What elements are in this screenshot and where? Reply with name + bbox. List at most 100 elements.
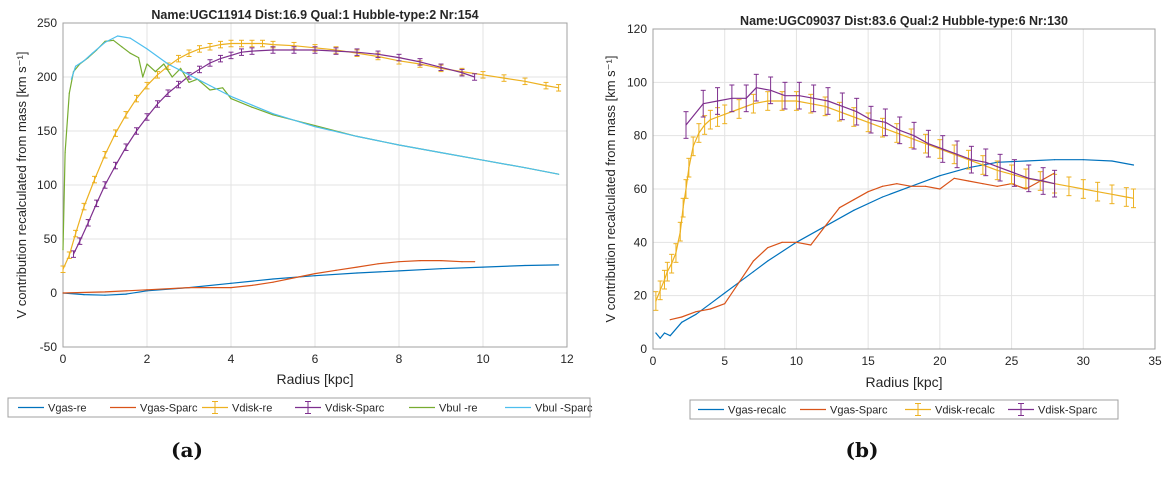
data-point — [939, 148, 941, 150]
data-point — [138, 56, 140, 59]
data-point — [230, 42, 232, 45]
data-point — [398, 144, 400, 146]
data-point — [1132, 197, 1135, 199]
y-axis-label: V contribution recalculated from mass [k… — [14, 52, 29, 319]
data-point — [716, 116, 719, 118]
data-point — [293, 45, 295, 47]
data-point — [688, 167, 690, 169]
data-point — [230, 54, 232, 57]
data-point — [841, 105, 843, 107]
data-point — [896, 183, 898, 185]
data-point — [702, 103, 704, 105]
y-tick-label: 250 — [37, 16, 57, 30]
data-point — [482, 74, 484, 76]
data-point — [440, 260, 442, 262]
x-tick-label: 8 — [396, 352, 403, 366]
data-point — [784, 95, 786, 97]
data-point — [881, 127, 884, 129]
data-point — [230, 98, 232, 100]
data-point — [910, 137, 912, 139]
data-point — [724, 303, 726, 305]
y-tick-label: 40 — [634, 235, 648, 249]
data-point — [293, 49, 295, 51]
legend-entry-label: Vgas-re — [48, 403, 87, 415]
data-point — [838, 111, 841, 113]
data-point — [1010, 173, 1013, 175]
data-point — [924, 185, 927, 187]
plot-area-frame — [62, 22, 568, 348]
data-point — [230, 287, 232, 289]
data-point — [75, 233, 77, 235]
data-point — [655, 332, 657, 334]
data-point — [1082, 159, 1084, 161]
data-point — [198, 68, 201, 71]
data-point — [795, 241, 798, 243]
x-tick-label: 20 — [933, 354, 947, 368]
data-point — [724, 292, 726, 294]
y-tick-label: 60 — [634, 182, 648, 196]
data-point — [1013, 172, 1016, 174]
series-line — [670, 172, 1055, 321]
data-point — [482, 266, 484, 268]
data-point — [967, 180, 970, 182]
data-point — [314, 275, 316, 277]
data-point — [272, 44, 274, 46]
data-point — [135, 98, 138, 100]
data-point — [177, 58, 180, 60]
data-point — [440, 268, 442, 270]
data-point — [314, 49, 316, 51]
legend: Vgas-re Vgas-Sparc Vdisk-re Vdisk-Sparc Vbul… — [7, 397, 593, 418]
data-point — [272, 49, 274, 51]
data-point — [704, 124, 706, 126]
data-point — [659, 289, 661, 291]
data-point — [104, 154, 106, 156]
data-point — [856, 111, 858, 113]
data-point — [114, 132, 117, 134]
subfigure-label-a: (a) — [171, 438, 203, 462]
data-point — [896, 132, 898, 134]
data-point — [781, 241, 783, 243]
data-point — [795, 100, 798, 102]
series-gas_sparc-a — [62, 260, 476, 294]
data-point — [87, 222, 89, 224]
data-point — [419, 260, 421, 262]
data-point — [129, 52, 131, 54]
legend-entry-label: Vdisk-Sparc — [1038, 405, 1098, 417]
data-point — [982, 183, 984, 185]
data-point — [377, 263, 379, 265]
x-tick-label: 10 — [790, 354, 804, 368]
data-point — [398, 261, 400, 263]
data-point — [853, 116, 855, 118]
data-point — [68, 92, 70, 94]
data-point — [813, 97, 815, 99]
x-tick-label: 35 — [1148, 354, 1162, 368]
x-tick-label: 0 — [650, 354, 657, 368]
data-point — [724, 113, 726, 115]
data-point — [104, 291, 106, 293]
series-line — [655, 159, 1134, 339]
y-tick-label: 80 — [634, 129, 648, 143]
data-point — [482, 159, 484, 161]
x-tick-label: 30 — [1077, 354, 1091, 368]
x-axis-label: Radius [kpc] — [276, 371, 353, 387]
data-point — [64, 152, 66, 154]
data-point — [209, 46, 211, 48]
data-point — [698, 132, 700, 134]
series-line — [655, 100, 1134, 302]
data-point — [72, 253, 75, 255]
data-point — [669, 335, 671, 337]
data-point — [745, 97, 747, 99]
data-point — [121, 46, 123, 48]
data-point — [752, 103, 755, 105]
data-point — [117, 35, 119, 37]
legend-entry-label: Vdisk-Sparc — [325, 403, 385, 415]
data-point — [798, 95, 800, 97]
data-point — [695, 311, 697, 313]
series-disk_recalc-a — [60, 39, 562, 273]
data-point — [899, 129, 901, 131]
data-point — [655, 300, 657, 302]
data-point — [824, 225, 826, 227]
data-point — [96, 202, 98, 204]
data-point — [838, 207, 841, 209]
data-point — [709, 303, 711, 305]
